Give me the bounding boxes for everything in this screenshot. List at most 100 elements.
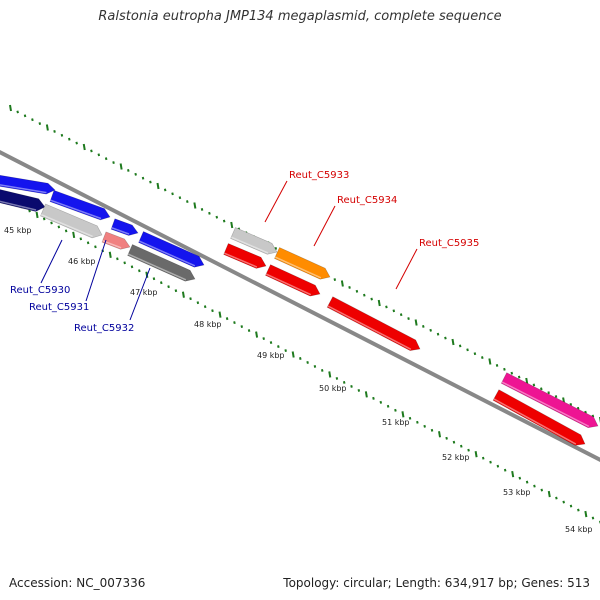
outer-tick [517,375,521,379]
outer-tick [45,124,49,131]
outer-tick [208,211,211,215]
leader-line [85,239,107,302]
inner-tick [233,321,236,325]
scale-label: 50 kbp [319,384,347,393]
gene-feature [265,264,321,297]
inner-tick [372,396,375,400]
outer-tick [119,163,123,170]
outer-tick [23,114,27,118]
outer-tick [200,207,204,211]
inner-tick [203,305,207,309]
outer-tick [429,328,432,332]
inner-tick [489,460,492,464]
gene-feature [500,372,599,429]
inner-tick [167,285,170,289]
outer-tick [68,137,71,141]
inner-tick [94,245,97,249]
outer-tick [97,153,101,157]
inner-tick [452,440,456,444]
inner-tick [438,431,442,438]
outer-tick [422,324,425,328]
inner-tick [130,265,134,269]
outer-tick [186,200,189,204]
inner-tick [108,251,112,258]
inner-tick [562,500,565,504]
outer-tick [503,367,506,371]
leader-line [395,248,418,290]
gene-feature [40,203,103,239]
inner-tick [86,241,90,245]
outer-tick [16,110,19,114]
scale-label: 49 kbp [257,351,285,360]
gene-labels: Reut_C5930 Reut_C5931 Reut_C5932 Reut_C5933… [10,170,479,334]
inner-tick [225,317,229,321]
backbone-strand [0,149,600,462]
scale-labels: 45 kbp 46 kbp 47 kbp 48 kbp 49 kbp 50 kbp 51 k… [4,226,593,534]
inner-tick [518,476,522,480]
inner-tick [481,456,485,460]
inner-tick [423,424,426,428]
outer-tick [53,129,56,133]
outer-tick [481,356,484,360]
outer-tick [75,141,78,145]
inner-tick [277,345,280,348]
outer-tick [38,122,42,126]
inner-tick [584,510,588,518]
inner-tick [555,496,558,500]
inner-tick [174,289,178,293]
outer-tick [532,383,536,387]
outer-tick [399,313,403,317]
inner-tick [284,349,287,352]
gene-feature [49,190,111,221]
outer-tick [163,188,167,192]
inner-tick [386,404,390,408]
gene-feature [127,244,196,282]
inner-tick [591,516,595,520]
gene-feature [492,389,586,446]
map-title: Ralstonia eutropha JMP134 megaplasmid, c… [98,9,502,24]
inner-tick [335,376,339,380]
inner-tick [79,237,83,241]
scale-label: 54 kbp [565,525,593,534]
outer-tick [451,338,455,346]
outer-tick [547,391,550,395]
inner-tick [145,271,149,278]
leader-line [264,180,288,223]
inner-tick [189,297,192,301]
inner-tick [196,301,200,305]
gene-label: Reut_C5934 [337,195,397,206]
inner-tick [511,470,515,478]
inner-tick [255,331,259,338]
gene-label: Reut_C5935 [419,238,479,249]
inner-tick [42,217,46,221]
outer-tick [466,348,469,352]
scale-label: 48 kbp [194,320,222,329]
gene-label: Reut_C5932 [74,323,134,334]
inner-tick [496,464,500,468]
inner-tick [467,448,470,452]
inner-tick [211,309,214,313]
inner-tick [116,257,119,261]
inner-tick [50,221,53,225]
leader-line [313,205,336,247]
gene-feature [274,247,331,280]
outer-tick [193,202,197,209]
outer-tick [149,180,152,184]
gene-feature [223,243,267,269]
gene-feature [0,189,46,212]
outer-tick [348,285,351,289]
outer-tick [9,104,12,112]
outer-tick [414,319,418,326]
outer-tick [171,192,174,196]
leader-line [129,267,151,321]
outer-tick [340,280,344,287]
outer-tick [525,377,529,385]
outer-tick [363,293,366,297]
inner-tick [152,277,156,281]
inner-tick [401,411,405,418]
inner-tick [218,311,222,318]
gene-feature [138,231,205,268]
inner-tick [394,408,397,412]
outer-tick [333,278,337,282]
leader-line [40,239,63,284]
